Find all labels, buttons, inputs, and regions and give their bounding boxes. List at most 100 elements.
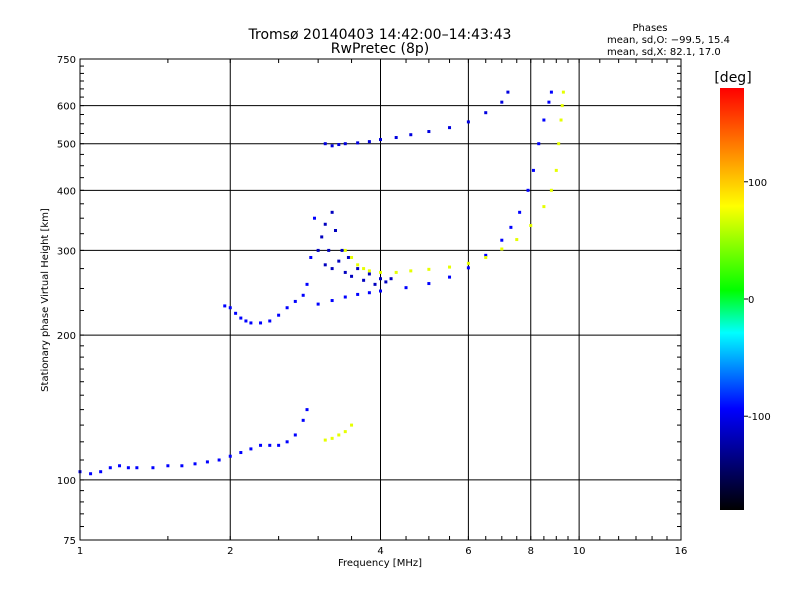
echo-point xyxy=(268,319,272,323)
echo-point xyxy=(323,222,327,226)
echo-point xyxy=(99,470,103,474)
echo-point xyxy=(542,205,546,209)
echo-point xyxy=(427,130,431,134)
phase-stats-o: mean, sd,O: −99.5, 15.4 xyxy=(607,35,730,46)
echo-point xyxy=(293,433,297,437)
echo-point xyxy=(223,304,227,308)
echo-point xyxy=(379,270,382,274)
echo-point xyxy=(268,443,272,447)
x-tick-label: 2 xyxy=(227,546,233,557)
x-tick-label: 16 xyxy=(675,546,688,557)
echo-point xyxy=(466,120,470,124)
echo-point xyxy=(343,295,347,299)
y-tick-label: 300 xyxy=(57,246,76,257)
echo-point xyxy=(320,235,324,239)
echo-point xyxy=(547,100,551,104)
echo-point xyxy=(285,440,289,444)
echo-point xyxy=(228,454,232,458)
echo-point xyxy=(554,168,558,172)
echo-point xyxy=(367,140,371,144)
echo-point xyxy=(343,142,347,146)
echo-point xyxy=(239,316,243,320)
echo-point xyxy=(259,321,263,325)
y-tick-label: 100 xyxy=(57,476,76,487)
echo-point xyxy=(340,248,344,252)
echo-point xyxy=(542,118,546,122)
echo-point xyxy=(448,126,452,130)
chart-subtitle: RwPretec (8p) xyxy=(331,41,429,57)
echo-point xyxy=(193,462,197,466)
echo-point xyxy=(362,267,366,271)
echo-point xyxy=(484,111,488,115)
echo-point xyxy=(484,253,488,257)
phase-stats-x: mean, sd,X: 82.1, 17.0 xyxy=(607,47,721,58)
echo-point xyxy=(356,263,360,267)
echo-point xyxy=(384,280,388,284)
echo-point xyxy=(356,292,360,296)
echo-point xyxy=(557,142,561,146)
x-tick-label: 1 xyxy=(77,546,83,557)
echo-point xyxy=(330,210,334,214)
colorbar-tick-label: 100 xyxy=(748,178,767,189)
echo-point xyxy=(500,247,504,251)
echo-point xyxy=(466,261,470,265)
echo-point xyxy=(448,275,452,279)
echo-point xyxy=(337,259,341,263)
x-tick-label: 6 xyxy=(465,546,471,557)
echo-point xyxy=(531,168,535,172)
echo-point xyxy=(367,269,371,273)
echo-point xyxy=(126,466,130,470)
echo-point xyxy=(330,299,334,303)
echo-point xyxy=(561,90,565,94)
echo-point xyxy=(379,289,382,293)
echo-point xyxy=(293,299,297,303)
echo-point xyxy=(367,272,371,276)
echo-point xyxy=(506,90,510,94)
colorbar-tick-label: 0 xyxy=(748,295,754,306)
echo-point xyxy=(346,255,350,259)
echo-point xyxy=(301,418,305,422)
y-tick-label: 750 xyxy=(57,55,76,66)
echo-point xyxy=(234,311,238,315)
echo-point xyxy=(350,423,354,427)
echo-point xyxy=(330,436,334,440)
echo-point xyxy=(205,460,209,464)
colorbar-tick-label: -100 xyxy=(748,412,771,423)
x-tick-label: 8 xyxy=(528,546,534,557)
echo-point xyxy=(350,274,354,278)
echo-point xyxy=(180,464,184,468)
echo-point xyxy=(337,433,341,437)
echo-point xyxy=(500,100,504,104)
echo-point xyxy=(518,210,522,214)
echo-point xyxy=(537,142,541,146)
echo-point xyxy=(118,464,122,468)
grid-lines xyxy=(80,59,681,540)
chart-title: Tromsø 20140403 14:42:00–14:43:43 xyxy=(248,27,512,43)
echo-point xyxy=(515,238,519,242)
echo-point xyxy=(526,188,530,192)
echo-point xyxy=(301,293,305,297)
y-tick-label: 400 xyxy=(57,186,76,197)
echo-point xyxy=(228,306,232,310)
echo-point xyxy=(500,238,504,242)
echo-point xyxy=(404,286,408,290)
echo-point xyxy=(343,430,347,434)
echo-point xyxy=(337,143,341,147)
echo-point xyxy=(330,144,334,148)
x-axis-label: Frequency [MHz] xyxy=(338,558,422,569)
echo-point xyxy=(373,282,377,286)
echo-point xyxy=(316,248,320,252)
echo-point xyxy=(394,136,398,140)
echo-point xyxy=(356,267,360,271)
echo-point xyxy=(560,104,564,108)
echo-point xyxy=(409,133,413,137)
y-tick-label: 500 xyxy=(57,140,76,151)
echo-point xyxy=(323,263,327,267)
echo-point xyxy=(217,458,221,462)
echo-point xyxy=(427,282,431,286)
echo-point xyxy=(309,255,313,259)
echo-point xyxy=(323,438,327,442)
echo-point xyxy=(362,278,366,282)
echo-point xyxy=(108,466,112,470)
